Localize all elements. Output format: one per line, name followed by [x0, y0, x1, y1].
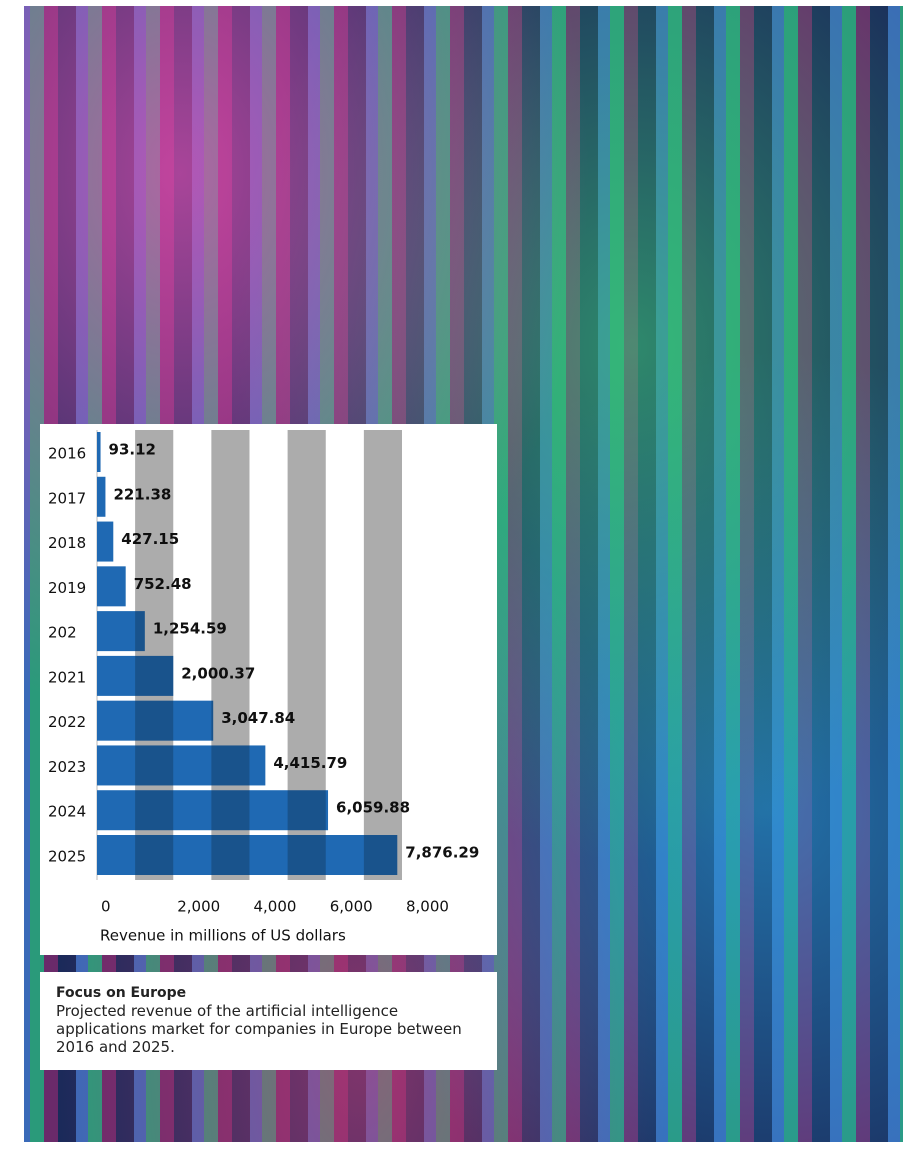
bar: [97, 477, 105, 517]
y-tick-label: 2018: [48, 534, 86, 552]
page: {"chart_data": {"type": "bar", "orientat…: [0, 0, 903, 1156]
y-tick-label: 2017: [48, 489, 86, 507]
caption: Focus on Europe Projected revenue of the…: [40, 972, 497, 1070]
value-label: 7,876.29: [405, 844, 479, 862]
grid-band-overlay: [364, 430, 402, 880]
grid-band-overlay: [135, 430, 173, 880]
y-tick-label: 2024: [48, 803, 86, 821]
x-tick-label: 8,000: [406, 898, 449, 916]
grid-band-overlay: [211, 430, 249, 880]
y-tick-label: 2019: [48, 579, 86, 597]
y-tick-label: 202: [48, 624, 77, 642]
bar: [97, 566, 126, 606]
bar: [97, 432, 101, 472]
y-tick-label: 2025: [48, 848, 86, 866]
caption-text: Projected revenue of the artificial inte…: [56, 1002, 462, 1056]
y-tick-label: 2022: [48, 713, 86, 731]
x-tick-label: 4,000: [254, 898, 297, 916]
x-tick-label: 6,000: [330, 898, 373, 916]
caption-title: Focus on Europe: [56, 984, 481, 1002]
x-tick-label: 2,000: [177, 898, 220, 916]
bar: [97, 522, 113, 562]
x-tick-label: 0: [101, 898, 111, 916]
grid-band-overlay: [288, 430, 326, 880]
y-tick-label: 2023: [48, 758, 86, 776]
y-tick-label: 2016: [48, 445, 86, 463]
y-tick-label: 2021: [48, 668, 86, 686]
x-axis-label: Revenue in millions of US dollars: [100, 927, 346, 945]
